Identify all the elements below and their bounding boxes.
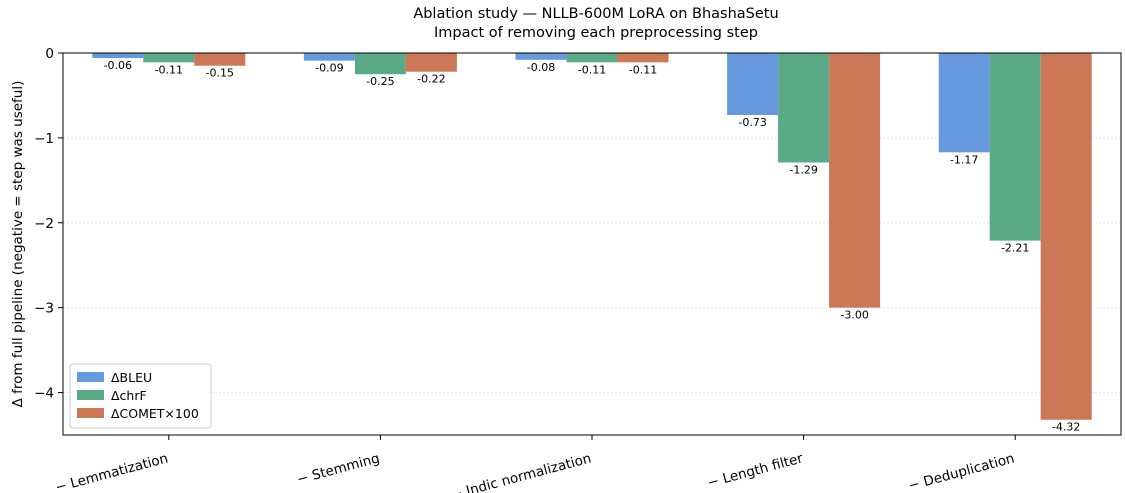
x-tick-label: − Indic normalization [449, 450, 593, 493]
bar [617, 53, 669, 63]
chart-title: Ablation study — NLLB-600M LoRA on Bhash… [413, 6, 778, 22]
legend-swatch [77, 372, 104, 382]
bar [405, 53, 457, 72]
chart-subtitle: Impact of removing each preprocessing st… [434, 25, 758, 41]
bar-value-label: -0.11 [155, 63, 183, 76]
bar-value-label: -0.73 [738, 116, 766, 129]
x-tick-label: − Deduplication [907, 450, 1016, 493]
bar-value-label: -3.00 [840, 309, 868, 322]
legend-label: ΔCOMET×100 [111, 406, 199, 421]
bar-value-label: -1.29 [789, 164, 817, 177]
bar [938, 53, 990, 153]
legend-swatch [77, 390, 104, 400]
bar-value-label: -0.22 [417, 73, 445, 86]
bar-value-label: -0.08 [527, 61, 555, 74]
bar [1040, 53, 1092, 420]
bar [829, 53, 881, 308]
legend-swatch [77, 408, 104, 418]
legend-label: ΔBLEU [111, 370, 152, 385]
bar-value-label: -0.15 [206, 67, 234, 80]
bar [92, 53, 144, 59]
bar [143, 53, 195, 63]
x-tick-label: − Lemmatization [54, 450, 170, 493]
bar [303, 53, 355, 61]
bar-value-label: -0.11 [629, 63, 657, 76]
y-tick-label: −4 [34, 386, 54, 402]
plot-frame [62, 52, 1122, 436]
legend-label: ΔchrF [111, 388, 147, 403]
y-axis-label: Δ from full pipeline (negative = step wa… [10, 81, 26, 408]
y-tick-label: −2 [34, 216, 54, 232]
bars [92, 53, 1092, 420]
bar [354, 53, 406, 75]
bar [194, 53, 246, 66]
x-tick-label: − Stemming [295, 450, 381, 487]
bar-value-label: -0.11 [578, 63, 606, 76]
bar [989, 53, 1041, 241]
bar [778, 53, 830, 163]
bar [566, 53, 618, 63]
bar-value-label: -1.17 [950, 153, 978, 166]
bar [515, 53, 567, 60]
bar-value-labels: -0.06 -0.11 -0.15 -0.09 -0.25 -0.22 -0.08 -0.11… [104, 59, 1081, 434]
bar-value-label: -4.32 [1052, 421, 1080, 434]
legend-box [69, 363, 212, 429]
bar-value-label: -0.25 [366, 75, 394, 88]
y-tick-label: 0 [45, 46, 54, 62]
y-tick-label: −1 [34, 131, 54, 147]
bar-value-label: -2.21 [1001, 242, 1029, 255]
legend: ΔBLEU ΔchrF ΔCOMET×100 [69, 363, 212, 429]
bar [727, 53, 779, 115]
y-tick-label: −3 [34, 301, 54, 317]
x-tick-label: − Length filter [706, 450, 805, 491]
bar-value-label: -0.06 [104, 59, 132, 72]
bar-value-label: -0.09 [315, 62, 343, 75]
